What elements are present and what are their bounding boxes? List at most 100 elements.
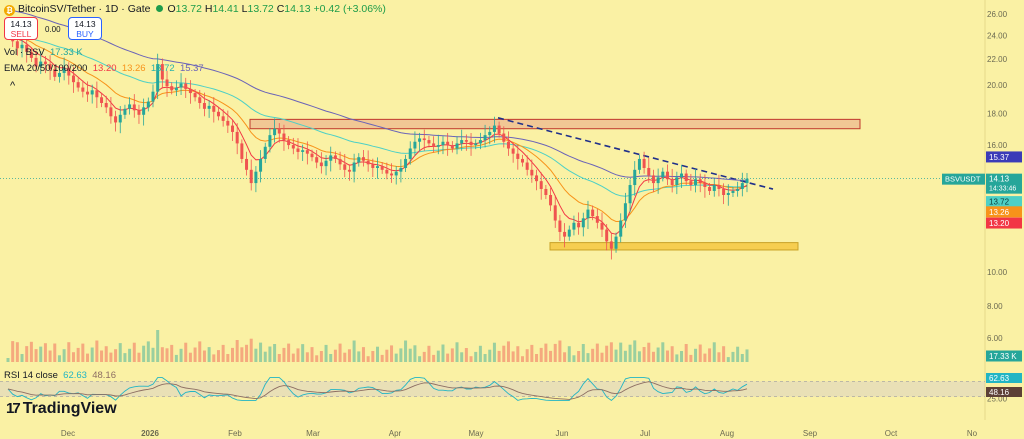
candle-body bbox=[296, 148, 300, 152]
volume-bar bbox=[128, 348, 132, 362]
candle-body bbox=[310, 153, 314, 158]
volume-bar bbox=[76, 347, 80, 362]
candle-body bbox=[553, 205, 557, 221]
candle-body bbox=[357, 157, 361, 163]
volume-bar bbox=[497, 350, 501, 362]
candle-body bbox=[48, 64, 52, 70]
volume-bar bbox=[670, 346, 674, 362]
volume-bar bbox=[132, 342, 136, 362]
symbol-header: ₿ BitcoinSV/Tether · 1D · Gate O13.72 H14.… bbox=[4, 3, 386, 16]
volume-price-label-bg bbox=[986, 350, 1022, 362]
volume-bar bbox=[506, 341, 510, 362]
volume-legend[interactable]: Vol · BSV 17.33 K bbox=[4, 47, 83, 58]
rsi-price-label-bg bbox=[986, 373, 1022, 383]
collapse-chevron-icon[interactable]: ^ bbox=[10, 80, 16, 92]
candle-body bbox=[525, 162, 529, 170]
volume-bar bbox=[502, 345, 506, 362]
candle-body bbox=[315, 157, 319, 163]
volume-bar bbox=[525, 349, 529, 362]
tradingview-mark-icon: 17 bbox=[6, 400, 21, 417]
volume-bar bbox=[455, 342, 459, 362]
candle-body bbox=[689, 181, 693, 186]
volume-bar bbox=[95, 340, 99, 362]
candle-body bbox=[614, 236, 618, 249]
candle-body bbox=[287, 140, 291, 146]
volume-bar bbox=[174, 354, 178, 362]
ema100-line bbox=[7, 34, 748, 197]
candle-body bbox=[684, 173, 688, 182]
volume-bar bbox=[371, 351, 375, 362]
volume-bar bbox=[259, 342, 263, 362]
rsi-legend[interactable]: RSI 14 close 62.63 48.16 bbox=[4, 370, 116, 381]
volume-bar bbox=[642, 347, 646, 362]
volume-bar bbox=[287, 343, 291, 362]
price-axis-tick: 22.00 bbox=[987, 55, 1008, 64]
candle-body bbox=[291, 145, 295, 149]
candle-body bbox=[29, 51, 33, 58]
candle-body bbox=[67, 67, 71, 76]
candle-body bbox=[413, 141, 417, 149]
candle-body bbox=[694, 179, 698, 186]
volume-bar bbox=[249, 338, 253, 362]
candle-body bbox=[95, 90, 99, 98]
volume-bar bbox=[474, 351, 478, 362]
candle-body bbox=[478, 140, 482, 144]
volume-bar bbox=[118, 343, 122, 362]
symbol-title[interactable]: BitcoinSV/Tether · 1D · Gate bbox=[18, 3, 151, 15]
candle-body bbox=[273, 128, 277, 136]
candle-body bbox=[642, 158, 646, 168]
candle-body bbox=[647, 167, 651, 176]
spread-value: 0.00 bbox=[45, 25, 61, 34]
candle-body bbox=[282, 133, 286, 141]
ema200-price-label: 15.37 bbox=[989, 153, 1010, 162]
volume-bar bbox=[511, 351, 515, 362]
volume-bar bbox=[563, 352, 567, 362]
candle-body bbox=[100, 97, 104, 103]
volume-bar bbox=[520, 356, 524, 362]
candle-body bbox=[609, 241, 613, 249]
candle-body bbox=[586, 209, 590, 219]
candle-body bbox=[675, 177, 679, 186]
buy-button[interactable]: 14.13 BUY bbox=[68, 17, 102, 40]
volume-bar bbox=[221, 344, 225, 362]
candle-body bbox=[385, 169, 389, 174]
sell-button[interactable]: 14.13 SELL bbox=[4, 17, 38, 40]
candle-body bbox=[670, 179, 674, 186]
descending-trendline bbox=[497, 117, 774, 190]
ohlc-values: O13.72 H14.41 L13.72 C14.13 +0.42 (+3.06… bbox=[167, 3, 386, 15]
volume-bar bbox=[609, 342, 613, 362]
volume-bar bbox=[446, 353, 450, 362]
volume-bar bbox=[605, 345, 609, 362]
candle-body bbox=[137, 110, 141, 115]
volume-bar bbox=[357, 351, 361, 362]
volume-bar bbox=[90, 347, 94, 362]
volume-bar bbox=[231, 347, 235, 362]
volume-bar bbox=[202, 350, 206, 362]
time-axis-tick: Sep bbox=[803, 429, 818, 438]
volume-bar bbox=[100, 350, 104, 362]
volume-bar bbox=[329, 354, 333, 362]
candle-body bbox=[76, 82, 80, 88]
candle-body bbox=[305, 150, 309, 154]
candle-body bbox=[703, 183, 707, 187]
volume-bar bbox=[492, 342, 496, 362]
candle-body bbox=[259, 158, 263, 172]
volume-bar bbox=[273, 344, 277, 362]
rsi-axis-tick: 25.00 bbox=[987, 395, 1008, 404]
candle-body bbox=[90, 90, 94, 95]
rsi-ma-line bbox=[7, 381, 748, 400]
volume-bar bbox=[109, 352, 113, 362]
volume-bar bbox=[680, 351, 684, 362]
candle-body bbox=[502, 133, 506, 142]
volume-bar bbox=[413, 345, 417, 362]
volume-bar bbox=[282, 347, 286, 362]
volume-bar bbox=[123, 353, 127, 362]
candle-body bbox=[277, 128, 281, 134]
volume-bar bbox=[736, 346, 740, 362]
candle-body bbox=[577, 222, 581, 228]
volume-bar bbox=[296, 348, 300, 362]
candle-body bbox=[109, 107, 113, 117]
ema-legend[interactable]: EMA 20/50/100/200 13.20 13.26 13.72 15.3… bbox=[4, 63, 204, 74]
price-axis-tick: 16.00 bbox=[987, 141, 1008, 150]
